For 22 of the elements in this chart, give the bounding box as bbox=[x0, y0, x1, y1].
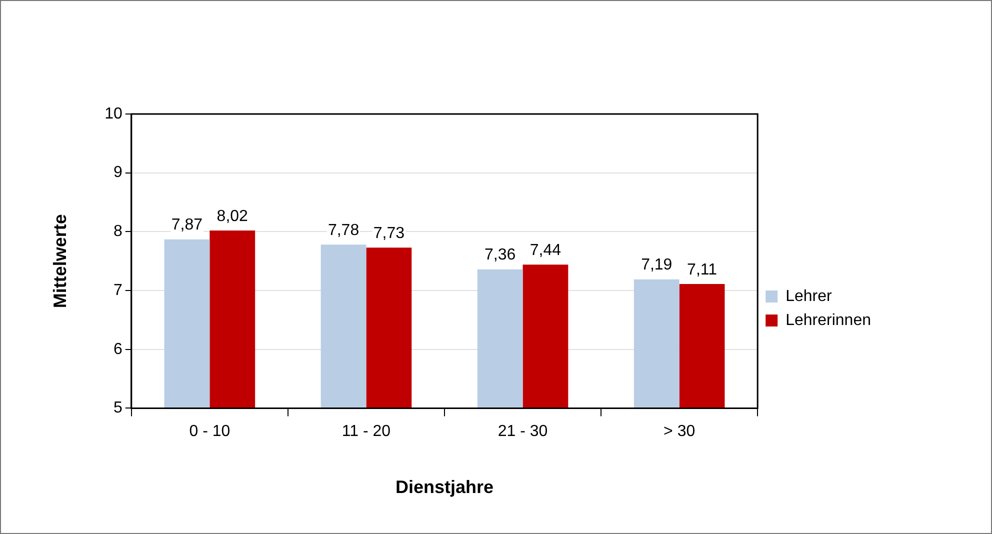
y-tick-label: 10 bbox=[104, 105, 122, 122]
y-axis-title: Mittelwerte bbox=[50, 214, 70, 308]
y-tick-label: 7 bbox=[113, 282, 122, 299]
data-label: 7,78 bbox=[328, 222, 360, 240]
data-label: 8,02 bbox=[216, 208, 248, 225]
x-tick-label: > 30 bbox=[664, 423, 696, 440]
data-label: 7,44 bbox=[530, 242, 562, 260]
y-tick-label: 9 bbox=[113, 164, 122, 182]
x-tick-label: 11 - 20 bbox=[342, 423, 391, 440]
legend-label: Lehrerinnen bbox=[786, 312, 872, 329]
data-label: 7,87 bbox=[171, 216, 203, 234]
x-tick-label: 21 - 30 bbox=[498, 423, 548, 440]
data-label: 7,11 bbox=[687, 261, 718, 278]
y-tick-label: 8 bbox=[113, 223, 122, 240]
x-axis-title: Dienstjahre bbox=[395, 477, 494, 498]
legend-label: Lehrer bbox=[786, 288, 833, 305]
data-label: 7,73 bbox=[373, 224, 405, 242]
y-tick-label: 6 bbox=[113, 340, 122, 358]
y-tick-label: 5 bbox=[113, 400, 122, 417]
data-label: 7,36 bbox=[484, 246, 516, 264]
x-tick-label: 0 - 10 bbox=[189, 423, 230, 440]
data-label: 7,19 bbox=[641, 256, 672, 274]
